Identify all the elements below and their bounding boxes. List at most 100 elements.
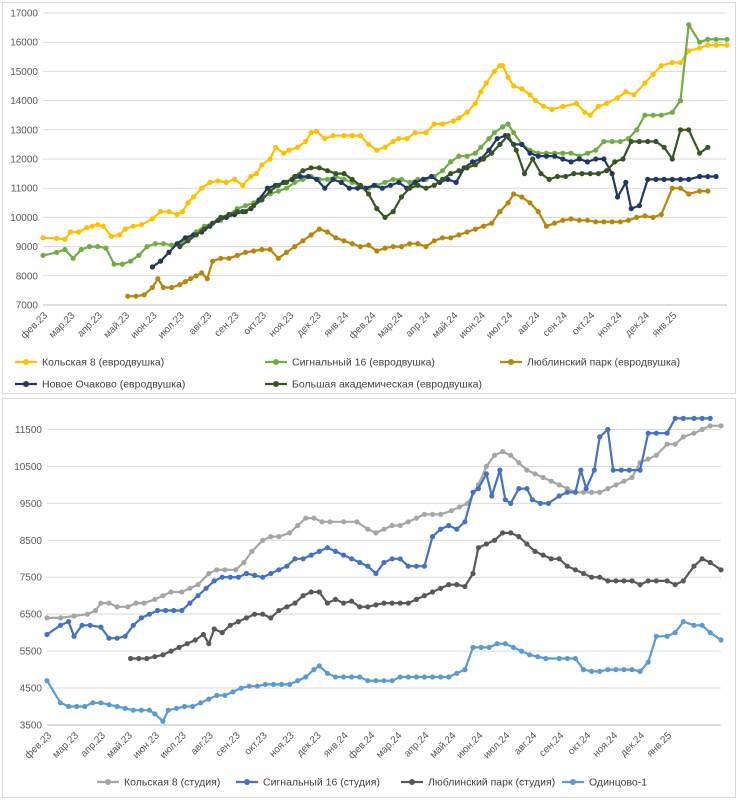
data-point [292,244,298,250]
data-point [405,674,411,680]
data-point [705,144,711,150]
data-point [218,214,224,220]
data-point [316,165,322,171]
data-point [532,471,538,477]
data-point [454,526,460,532]
data-point [405,519,411,525]
data-point [431,238,437,244]
data-point [169,242,175,248]
data-point [235,619,241,625]
data-point [251,203,257,209]
data-point [724,42,730,48]
x-tick-label: фев.24 [347,309,379,341]
data-point [195,582,201,588]
y-tick-label: 7000 [16,301,39,312]
data-point [576,156,582,162]
data-point [615,194,621,200]
series-3 [149,133,719,270]
data-point [203,585,209,591]
data-point [177,282,183,288]
data-point [713,42,719,48]
data-point [62,236,68,242]
data-point [254,683,260,689]
data-point [407,241,413,247]
data-point [677,185,684,191]
data-point [545,500,552,506]
x-tick-label: янв.25 [650,310,679,339]
data-point [234,252,240,258]
data-point [423,130,429,136]
data-point [429,511,436,517]
data-point [718,423,724,429]
series-2 [125,185,711,299]
data-point [508,500,514,506]
data-point [605,426,611,433]
data-point [637,467,643,473]
data-point [260,537,266,543]
data-point [500,449,506,455]
data-point [146,707,152,713]
data-point [699,622,705,628]
data-point [95,244,101,250]
data-point [524,467,530,473]
data-point [597,668,603,674]
data-point [276,534,282,540]
data-point [373,602,379,608]
x-tick-label: ноя.24 [595,310,625,340]
data-point [686,48,692,54]
data-point [527,150,533,156]
data-point [267,188,273,194]
data-point [605,667,611,673]
data-point [543,153,550,159]
data-point [138,615,144,621]
legend-item: Большая академическая (евродвушка) [265,379,482,391]
data-point [404,136,410,142]
series-3 [44,619,724,724]
data-point [219,574,225,580]
data-point [697,45,703,51]
data-point [672,582,678,588]
data-point [653,430,659,436]
data-point [160,718,166,724]
data-point [529,497,535,503]
data-point [543,223,550,229]
data-point [40,235,46,241]
y-tick-label: 8000 [16,271,39,282]
legend-item: Сигнальный 16 (евродвушка) [265,357,435,369]
data-point [233,567,239,573]
data-point [564,489,570,495]
data-point [332,548,339,554]
y-tick-label: 10000 [10,213,38,224]
data-point [92,607,99,614]
data-point [584,159,591,165]
data-point [284,563,290,569]
data-point [591,467,597,473]
x-tick-label: окт.23 [243,730,270,757]
data-point [552,220,558,226]
data-point [489,150,495,156]
data-point [138,222,145,228]
data-point [235,574,241,580]
y-tick-label: 11500 [15,425,43,436]
data-point [464,153,470,159]
data-point [341,133,347,139]
data-point [373,678,379,684]
data-point [564,486,570,492]
data-point [560,156,566,162]
data-point [283,185,290,191]
data-point [480,223,487,229]
x-tick-label: июл.24 [482,730,513,761]
data-point [653,633,659,639]
data-point [423,244,429,250]
data-point [429,534,436,540]
data-point [141,292,147,298]
data-point [193,273,199,279]
data-point [248,173,254,180]
data-point [171,607,177,614]
data-point [349,598,355,604]
data-point [494,136,500,142]
data-point [554,173,561,180]
data-point [366,191,372,197]
data-point [593,156,599,162]
data-point [341,552,347,558]
